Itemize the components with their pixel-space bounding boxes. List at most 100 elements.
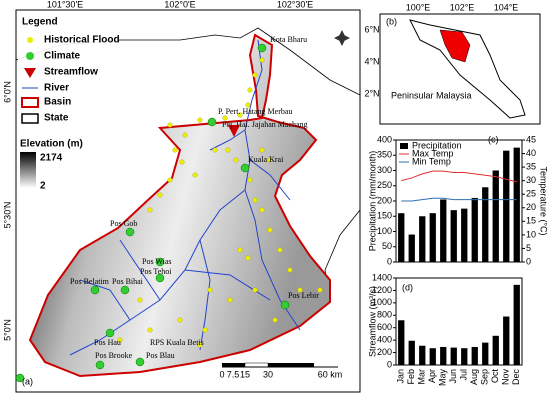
y-tick-label: 600 (377, 322, 392, 332)
bar (461, 208, 468, 262)
flood-point (259, 147, 265, 153)
inset-y-label: 4°N (364, 56, 379, 66)
flood-point (177, 317, 183, 323)
y-tick-label: 400 (377, 134, 392, 144)
flood-point (167, 177, 173, 183)
bar (471, 346, 478, 365)
inset-label: Peninsular Malaysia (391, 90, 472, 100)
flood-point (297, 287, 303, 293)
station-label: Kota Bharu (270, 35, 307, 44)
y-tick-label: 200 (377, 347, 392, 357)
x-tick-label: Oct (490, 369, 500, 384)
bar (482, 187, 489, 262)
inset-panel: (b) Peninsular Malaysia 100°E 102°E 104°E 6… (364, 2, 541, 125)
flood-points (117, 57, 323, 348)
y2-tick-label: 25 (526, 189, 536, 199)
flood-point (272, 317, 278, 323)
flood-point (179, 159, 185, 165)
flood-point (245, 102, 251, 108)
climate-points (15, 43, 290, 383)
flood-point (212, 147, 218, 153)
legend-swatch (21, 97, 39, 108)
station-label: P. Pert. Hatang Merbau (218, 107, 292, 116)
flood-point (172, 147, 178, 153)
x-tick-label: Nov (501, 369, 511, 386)
flood-point (225, 147, 231, 153)
y-tick-label: 50 (382, 241, 392, 251)
flood-point (317, 287, 323, 293)
flood-point (117, 337, 123, 343)
bar (408, 340, 415, 365)
station-label: Pos Tehoi (140, 267, 172, 276)
y2-tick-label: 5 (526, 243, 531, 253)
y-tick-label: 250 (377, 180, 392, 190)
y-tick-label: 800 (377, 310, 392, 320)
station-label: Pos Wias (142, 257, 172, 266)
x-axis-label: 102°0'E (164, 0, 195, 9)
streamflow-point (228, 125, 240, 137)
bar (503, 150, 510, 262)
station-label: Pos Brooke (95, 351, 133, 360)
y-tick-label: 1000 (372, 297, 392, 307)
y-tick-label: 1400 (372, 272, 392, 282)
inset-x-label: 100°E (406, 2, 431, 12)
x-tick-label: Dec (511, 369, 521, 386)
flood-point (267, 227, 273, 233)
bar (429, 213, 436, 262)
y-tick-label: 100 (377, 226, 392, 236)
bar (419, 216, 426, 262)
panel-label: (c) (488, 134, 499, 144)
scale-label: 0 (219, 369, 224, 379)
flood-point (277, 247, 283, 253)
elevation-title: Elevation (m) (20, 139, 83, 150)
bar (503, 316, 510, 365)
y2-tick-label: 30 (526, 175, 536, 185)
peninsula (409, 19, 526, 119)
inset-x-label: 104°E (494, 2, 519, 12)
bar (429, 348, 436, 365)
legend-title: Legend (22, 17, 58, 28)
y-tick-label: 400 (377, 335, 392, 345)
scale-label: 30 (263, 369, 273, 379)
flood-point (227, 297, 233, 303)
legend-swatch (26, 52, 34, 60)
flood-point (252, 287, 258, 293)
y-tick-label: 300 (377, 165, 392, 175)
x-tick-label: Apr (427, 369, 437, 383)
rivers (69, 39, 301, 356)
bar (398, 213, 405, 262)
x-tick-label: Jul (459, 369, 469, 381)
flood-point (182, 132, 188, 138)
legend-swatch (21, 113, 39, 124)
bar (471, 197, 478, 262)
legend-label: Basin (44, 97, 71, 108)
x-tick-label: Aug (469, 369, 479, 385)
inset-y-label: 6°N (364, 24, 379, 34)
y2-tick-label: 15 (526, 216, 536, 226)
station-label: Pos Bihai (112, 277, 144, 286)
station-label: RPS Kuala Betis (150, 338, 204, 347)
flood-point (245, 255, 251, 261)
legend-label: Climate (44, 51, 81, 62)
flood-point (267, 157, 273, 163)
y2-tick-label: 35 (526, 161, 536, 171)
north-arrow (334, 30, 350, 46)
bar (482, 342, 489, 365)
x-tick-label: May (438, 369, 448, 387)
station-label: Pos Gob (110, 219, 137, 228)
bar (513, 284, 520, 365)
flood-point (252, 72, 258, 78)
bar (450, 210, 457, 262)
scale-label: 7.5 (227, 369, 240, 379)
kelantan (439, 29, 471, 63)
x-tick-label: Feb (406, 369, 416, 385)
elevation-max: 2174 (40, 153, 63, 164)
flood-point (259, 207, 265, 213)
flood-point (157, 192, 163, 198)
bar (440, 199, 447, 262)
y-axis-title: Streamflow (m³/s) (367, 286, 377, 357)
flood-point (207, 287, 213, 293)
flood-point (222, 115, 228, 121)
bar (461, 348, 468, 365)
